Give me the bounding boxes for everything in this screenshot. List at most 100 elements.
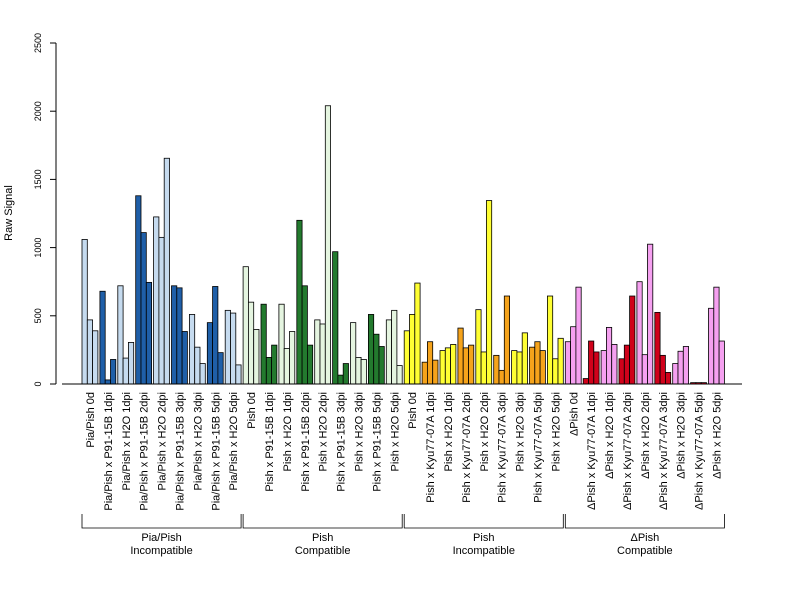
y-tick-label: 2000 [33,101,43,121]
bar [521,332,528,385]
bar [672,363,679,385]
bar [247,301,255,385]
bar [641,354,648,385]
bar [426,341,434,385]
bar [283,348,290,385]
bar [552,358,559,385]
bar [557,337,564,385]
bar [324,105,331,385]
x-tick-label: ΔPish x Kyu77-07A 2dpi [622,392,634,510]
x-tick-label: ΔPish 0d [568,392,580,436]
bar [171,285,178,385]
bar [145,281,153,385]
x-tick-label: Pish x H2O 3dpi [353,392,365,471]
bar [629,295,636,385]
bar [92,330,99,385]
bar [475,309,482,385]
bar [86,319,94,385]
bar [539,350,546,385]
bar [296,219,303,385]
bar [367,314,375,385]
bar [677,350,684,385]
group-label: Compatible [295,545,351,557]
bar [450,344,457,385]
bar [529,346,536,385]
bar [708,307,715,385]
bar [206,322,214,385]
bar [314,319,321,385]
bar [582,378,589,385]
bar [181,331,188,385]
bar [373,333,380,385]
bar [110,359,117,385]
bar [606,326,613,385]
bar [647,243,654,385]
bar [718,340,725,385]
x-tick-label: Pia/Pish x H2O 2dpi [157,392,169,490]
bar [188,314,196,385]
bar [462,347,469,385]
bar [611,344,618,385]
y-tick-label: 500 [33,308,43,323]
x-tick-label: ΔPish x H2O 3dpi [676,392,688,479]
x-tick-label: ΔPish x Kyu77-07A 3dpi [658,392,670,510]
y-tick-label: 0 [33,381,43,386]
bar [230,312,237,385]
bar [319,323,326,385]
bar [713,286,720,385]
bar [409,314,416,385]
bar [654,311,661,385]
bar [385,319,392,385]
bar [564,341,571,385]
bar [217,352,224,385]
x-tick-label: ΔPish x H2O 1dpi [604,392,616,479]
bar [260,303,267,385]
bar [337,374,344,385]
bar [511,350,518,385]
x-tick-label: Pish x Kyu77-07A 1dpi [425,392,437,503]
x-tick-label: Pish x Kyu77-07A 2dpi [461,392,473,503]
x-tick-label: Pish x P91-15B 5dpi [371,392,383,492]
bar [600,350,607,385]
bar [618,358,625,385]
y-axis-label: Raw Signal [3,185,15,241]
bar [457,327,464,385]
bar [547,295,554,385]
group-label: Compatible [617,545,673,557]
bar [378,346,385,385]
bar [498,369,505,385]
x-tick-label: Pish x P91-15B 2dpi [300,392,312,492]
bar [439,350,446,385]
y-tick-label: 1000 [33,238,43,258]
group-label: Incompatible [130,545,192,557]
bar [414,282,421,385]
bar [391,309,398,385]
bar [253,329,260,385]
bar [682,346,689,385]
group-bracket [564,514,725,529]
bar [117,285,124,385]
bar [278,303,285,385]
group-label: ΔPish [630,532,659,544]
group-brackets: Pia/PishIncompatiblePishCompatiblePishIn… [81,514,725,557]
bars [81,105,725,385]
y-tick-label: 1500 [33,169,43,189]
bar [534,341,541,385]
bar [122,357,129,385]
bar [235,364,242,385]
x-tick-label: ΔPish x H2O 2dpi [640,392,652,479]
y-axis: 0 500 1000 1500 2000 2500 [33,33,57,387]
bar [468,344,475,385]
x-tick-label: Pish x P91-15B 1dpi [264,392,276,492]
bar [271,344,278,385]
x-tick-label: Pish 0d [246,392,258,429]
bar [342,363,349,385]
bar [432,359,439,385]
x-tick-label: Pish 0d [407,392,419,429]
bar [158,236,165,385]
bar [140,232,147,385]
x-tick-label: Pish x Kyu77-07A 3dpi [497,392,509,503]
x-tick-label: ΔPish x Kyu77-07A 5dpi [694,392,706,510]
bar [665,372,672,385]
